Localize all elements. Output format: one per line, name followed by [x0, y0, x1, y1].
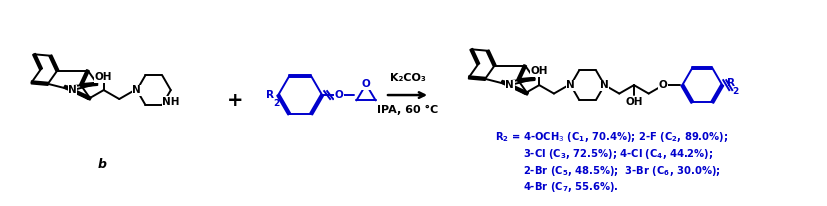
Text: O: O [361, 79, 370, 89]
Text: N: N [566, 80, 575, 90]
Text: N: N [505, 80, 514, 90]
Text: +: + [227, 90, 243, 110]
Text: b: b [98, 158, 107, 171]
Text: 2: 2 [732, 87, 739, 96]
Text: R: R [266, 90, 275, 100]
Text: O: O [335, 90, 343, 100]
Text: 2-Br ($\mathbf{C_5}$, 48.5%);  3-Br ($\mathbf{C_6}$, 30.0%);: 2-Br ($\mathbf{C_5}$, 48.5%); 3-Br ($\ma… [523, 164, 720, 178]
Text: N: N [132, 85, 141, 95]
Text: K₂CO₃: K₂CO₃ [390, 73, 425, 83]
Text: 4-Br ($\mathbf{C_7}$, 55.6%).: 4-Br ($\mathbf{C_7}$, 55.6%). [523, 180, 619, 194]
Text: OH: OH [625, 97, 643, 107]
Text: 3-Cl ($\mathbf{C_3}$, 72.5%); 4-Cl ($\mathbf{C_4}$, 44.2%);: 3-Cl ($\mathbf{C_3}$, 72.5%); 4-Cl ($\ma… [523, 147, 713, 161]
Text: OH: OH [95, 72, 112, 82]
Text: $\mathbf{R_2}$ = 4-OCH$_3$ ($\mathbf{C_1}$, 70.4%); 2-F ($\mathbf{C_2}$, 89.0%);: $\mathbf{R_2}$ = 4-OCH$_3$ ($\mathbf{C_1… [495, 130, 728, 144]
Text: R: R [727, 78, 735, 88]
Text: NH: NH [162, 97, 179, 107]
Text: N: N [68, 85, 77, 95]
Text: N: N [600, 80, 609, 90]
Text: 2: 2 [273, 99, 280, 108]
Text: IPA, 60 °C: IPA, 60 °C [377, 105, 438, 115]
Text: O: O [659, 80, 667, 90]
Text: OH: OH [530, 66, 548, 76]
